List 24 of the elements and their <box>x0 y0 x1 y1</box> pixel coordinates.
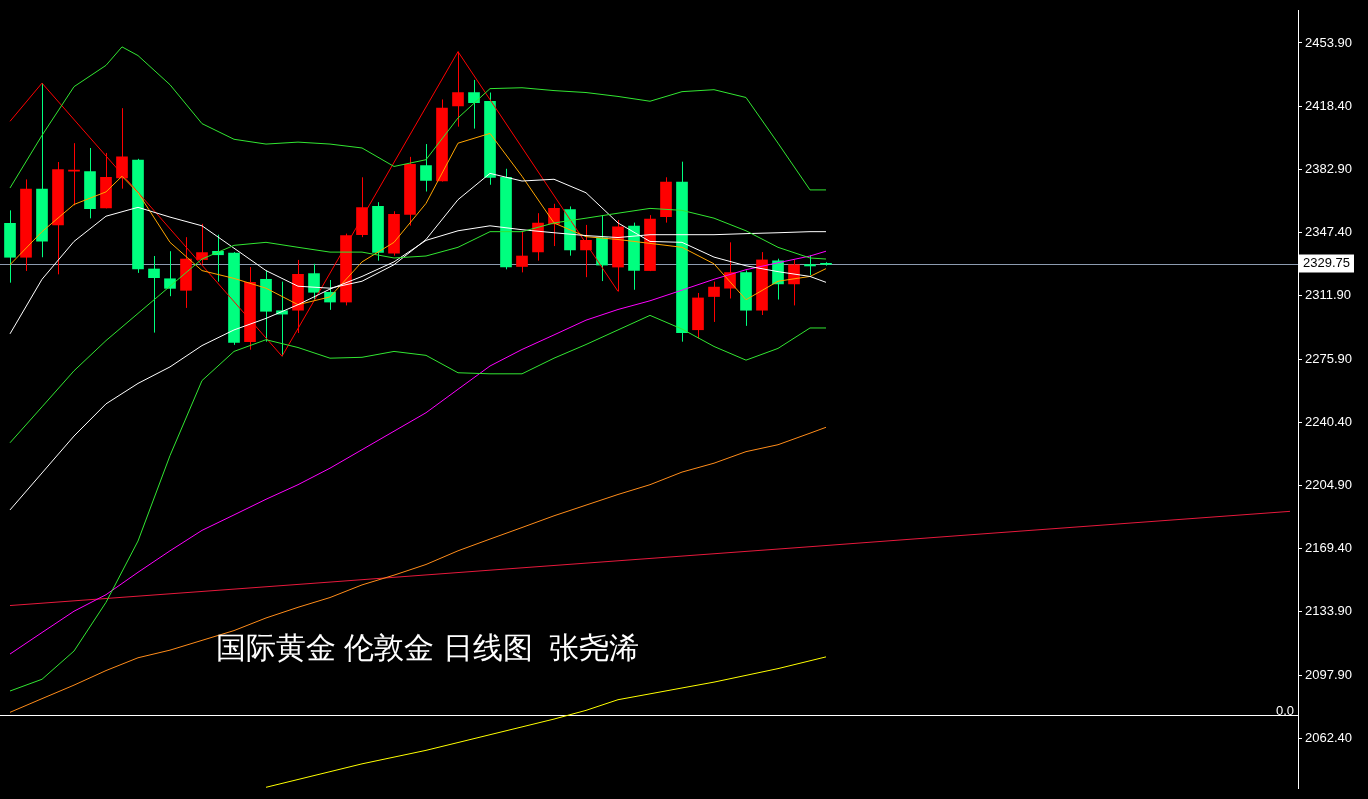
candlestick <box>708 281 720 323</box>
y-tick-label: 2382.90 <box>1305 160 1352 176</box>
y-tick-label: 2062.40 <box>1305 730 1352 746</box>
y-tick-label: 2275.90 <box>1305 350 1352 366</box>
candlestick <box>148 255 160 334</box>
y-tick-label: 2133.90 <box>1305 603 1352 619</box>
candlestick <box>308 263 320 301</box>
y-tick-label: 2453.90 <box>1305 34 1352 50</box>
candlestick <box>164 250 176 297</box>
candlestick <box>116 107 128 190</box>
annotation: 国际黄金 伦敦金 日线图 张尧浠 <box>216 631 640 665</box>
y-tick-label: 2204.90 <box>1305 476 1352 492</box>
y-tick-label: 2418.40 <box>1305 97 1352 113</box>
y-tick-label: 2169.40 <box>1305 540 1352 556</box>
y-tick-label: 2311.90 <box>1305 286 1352 302</box>
annotation: 0.0 <box>1275 703 1294 719</box>
candlestick <box>420 143 432 193</box>
y-tick-label: 2240.40 <box>1305 413 1352 429</box>
y-tick-label: 2097.90 <box>1305 667 1352 683</box>
candlestick <box>468 79 480 130</box>
ref-line-label: 2329.75 <box>1303 255 1350 271</box>
candlestick <box>516 231 528 273</box>
candlestick <box>196 223 208 265</box>
y-tick-label: 2347.40 <box>1305 223 1352 239</box>
